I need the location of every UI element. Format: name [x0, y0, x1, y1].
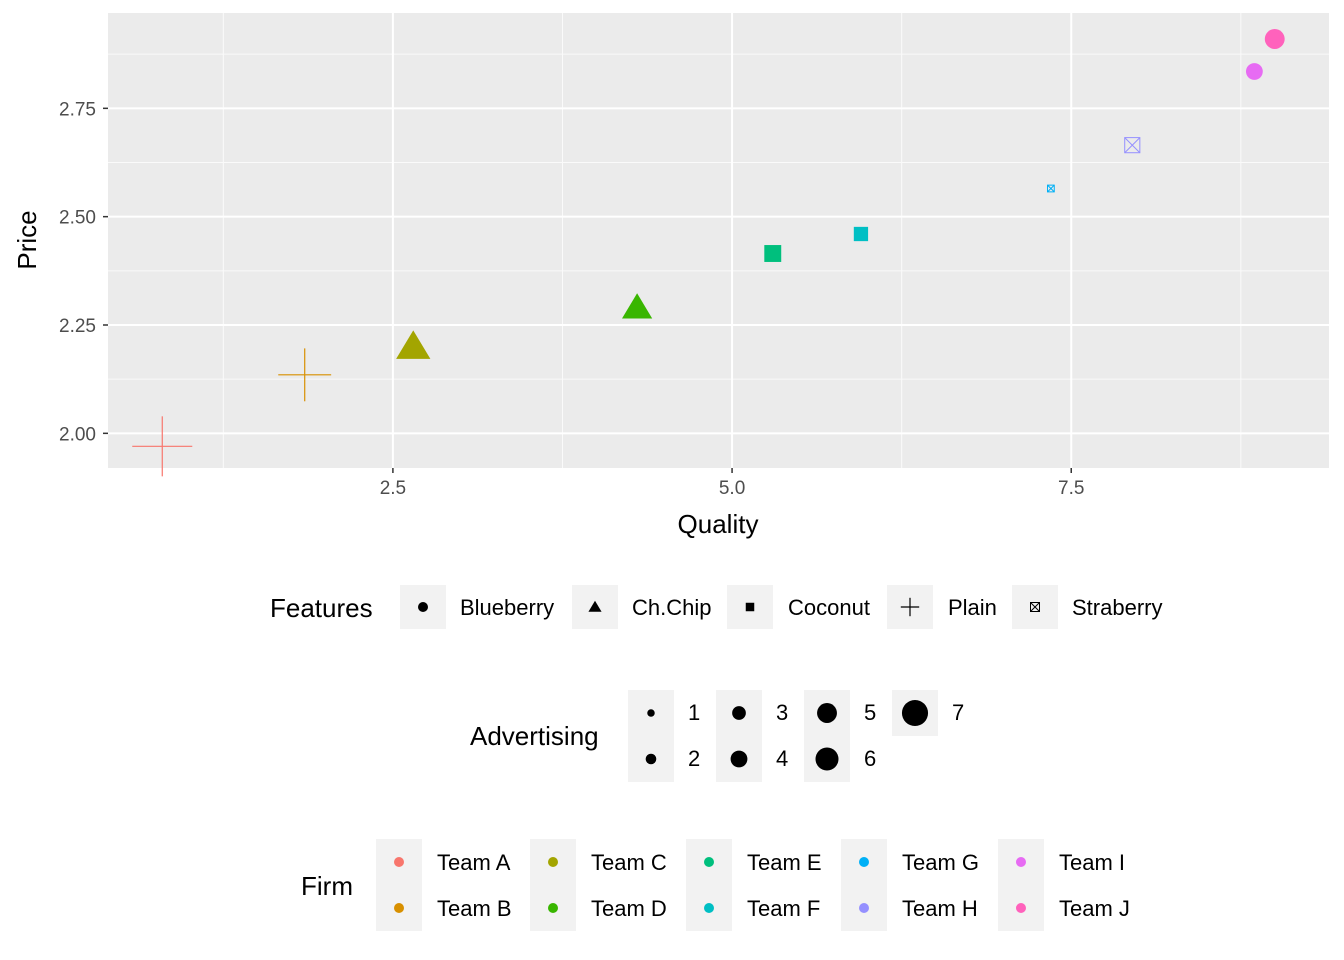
legend-firm-symbol — [548, 903, 558, 913]
legend-firm-symbol — [1016, 857, 1026, 867]
legend-firm-symbol — [1016, 903, 1026, 913]
legend-firm-label: Team J — [1059, 896, 1130, 921]
legend-firm-label: Team E — [747, 850, 822, 875]
legend-features-title: Features — [270, 593, 373, 623]
boxed-x-diag2 — [1047, 184, 1055, 193]
legend-advertising-symbol — [730, 750, 748, 768]
legend-firm-symbol — [859, 903, 869, 913]
legend-firm: Firm Team A Team B Team C Team D Team E Team … — [301, 839, 1130, 931]
legend-firm-symbol — [859, 857, 869, 867]
legend-advertising-symbol — [815, 747, 839, 771]
legend-firm-label: Team F — [747, 896, 820, 921]
legend-firm-symbol — [394, 903, 404, 913]
legend-firm-label: Team C — [591, 850, 667, 875]
y-tick-label: 2.75 — [59, 99, 96, 120]
legend-features: Features Blueberry Ch.Chip Coconut Plain Str… — [270, 585, 1162, 629]
legend-firm-label: Team I — [1059, 850, 1125, 875]
legend-features-symbol — [900, 597, 920, 617]
data-point — [1245, 63, 1263, 80]
boxed-x-diag2 — [1030, 602, 1040, 612]
data-point — [1264, 29, 1285, 49]
boxed-x-frame — [1030, 602, 1040, 612]
legend-features-label: Plain — [948, 595, 997, 620]
boxed-x-frame — [1047, 184, 1055, 193]
legend-features-symbol — [745, 602, 755, 612]
legend-firm-label: Team A — [437, 850, 511, 875]
data-point — [132, 416, 193, 477]
legend-features-label: Ch.Chip — [632, 595, 711, 620]
legend-advertising-symbol — [817, 703, 837, 723]
legend-advertising-label: 1 — [688, 700, 700, 725]
data-point — [396, 330, 431, 359]
data-point — [1124, 137, 1141, 154]
legend-advertising-symbol — [732, 706, 746, 720]
legend-features-symbol — [588, 600, 602, 612]
x-axis-title: Quality — [678, 509, 759, 539]
data-point — [764, 245, 782, 262]
axis-ticks: 2.5 5.0 7.5 2.00 2.25 2.50 2.75 — [59, 99, 1084, 499]
legend-advertising-symbol — [647, 709, 655, 717]
y-axis-title: Price — [12, 210, 42, 269]
legend-advertising-title: Advertising — [470, 721, 599, 751]
data-points — [132, 29, 1285, 477]
data-point — [622, 293, 653, 319]
x-tick-label: 7.5 — [1058, 478, 1084, 499]
legend-firm-symbol — [704, 903, 714, 913]
legend-features-symbol — [1030, 602, 1040, 612]
legend-advertising-symbol — [901, 699, 929, 727]
legend-advertising-label: 6 — [864, 746, 876, 771]
legend-firm-label: Team D — [591, 896, 667, 921]
legend-advertising-label: 7 — [952, 700, 964, 725]
data-point — [278, 348, 332, 402]
legend-firm-symbol — [704, 857, 714, 867]
legend-advertising: Advertising 1 2 3 4 5 6 7 — [470, 690, 964, 782]
legend-firm-symbol — [548, 857, 558, 867]
boxed-x-diag2 — [1124, 137, 1141, 154]
plot-panel — [108, 13, 1329, 468]
legend-firm-symbol — [394, 857, 404, 867]
y-tick-label: 2.25 — [59, 316, 96, 337]
legend-features-label: Blueberry — [460, 595, 554, 620]
legend-advertising-label: 5 — [864, 700, 876, 725]
legend-advertising-label: 4 — [776, 746, 788, 771]
x-tick-label: 2.5 — [380, 478, 406, 499]
legend-features-label: Coconut — [788, 595, 870, 620]
legend-firm-label: Team H — [902, 896, 978, 921]
legend-features-label: Straberry — [1072, 595, 1162, 620]
legend-firm-title: Firm — [301, 871, 353, 901]
legend-advertising-label: 3 — [776, 700, 788, 725]
data-point — [1047, 184, 1055, 193]
legend-firm-label: Team G — [902, 850, 979, 875]
x-tick-label: 5.0 — [719, 478, 745, 499]
legend-firm-label: Team B — [437, 896, 512, 921]
y-tick-label: 2.50 — [59, 208, 96, 229]
boxed-x-frame — [1124, 137, 1141, 154]
grid-lines — [108, 13, 1329, 468]
legend-features-symbol — [418, 602, 428, 612]
data-point — [853, 226, 869, 242]
legend-advertising-label: 2 — [688, 746, 700, 771]
legend-advertising-symbol — [645, 753, 657, 765]
y-tick-label: 2.00 — [59, 424, 96, 445]
